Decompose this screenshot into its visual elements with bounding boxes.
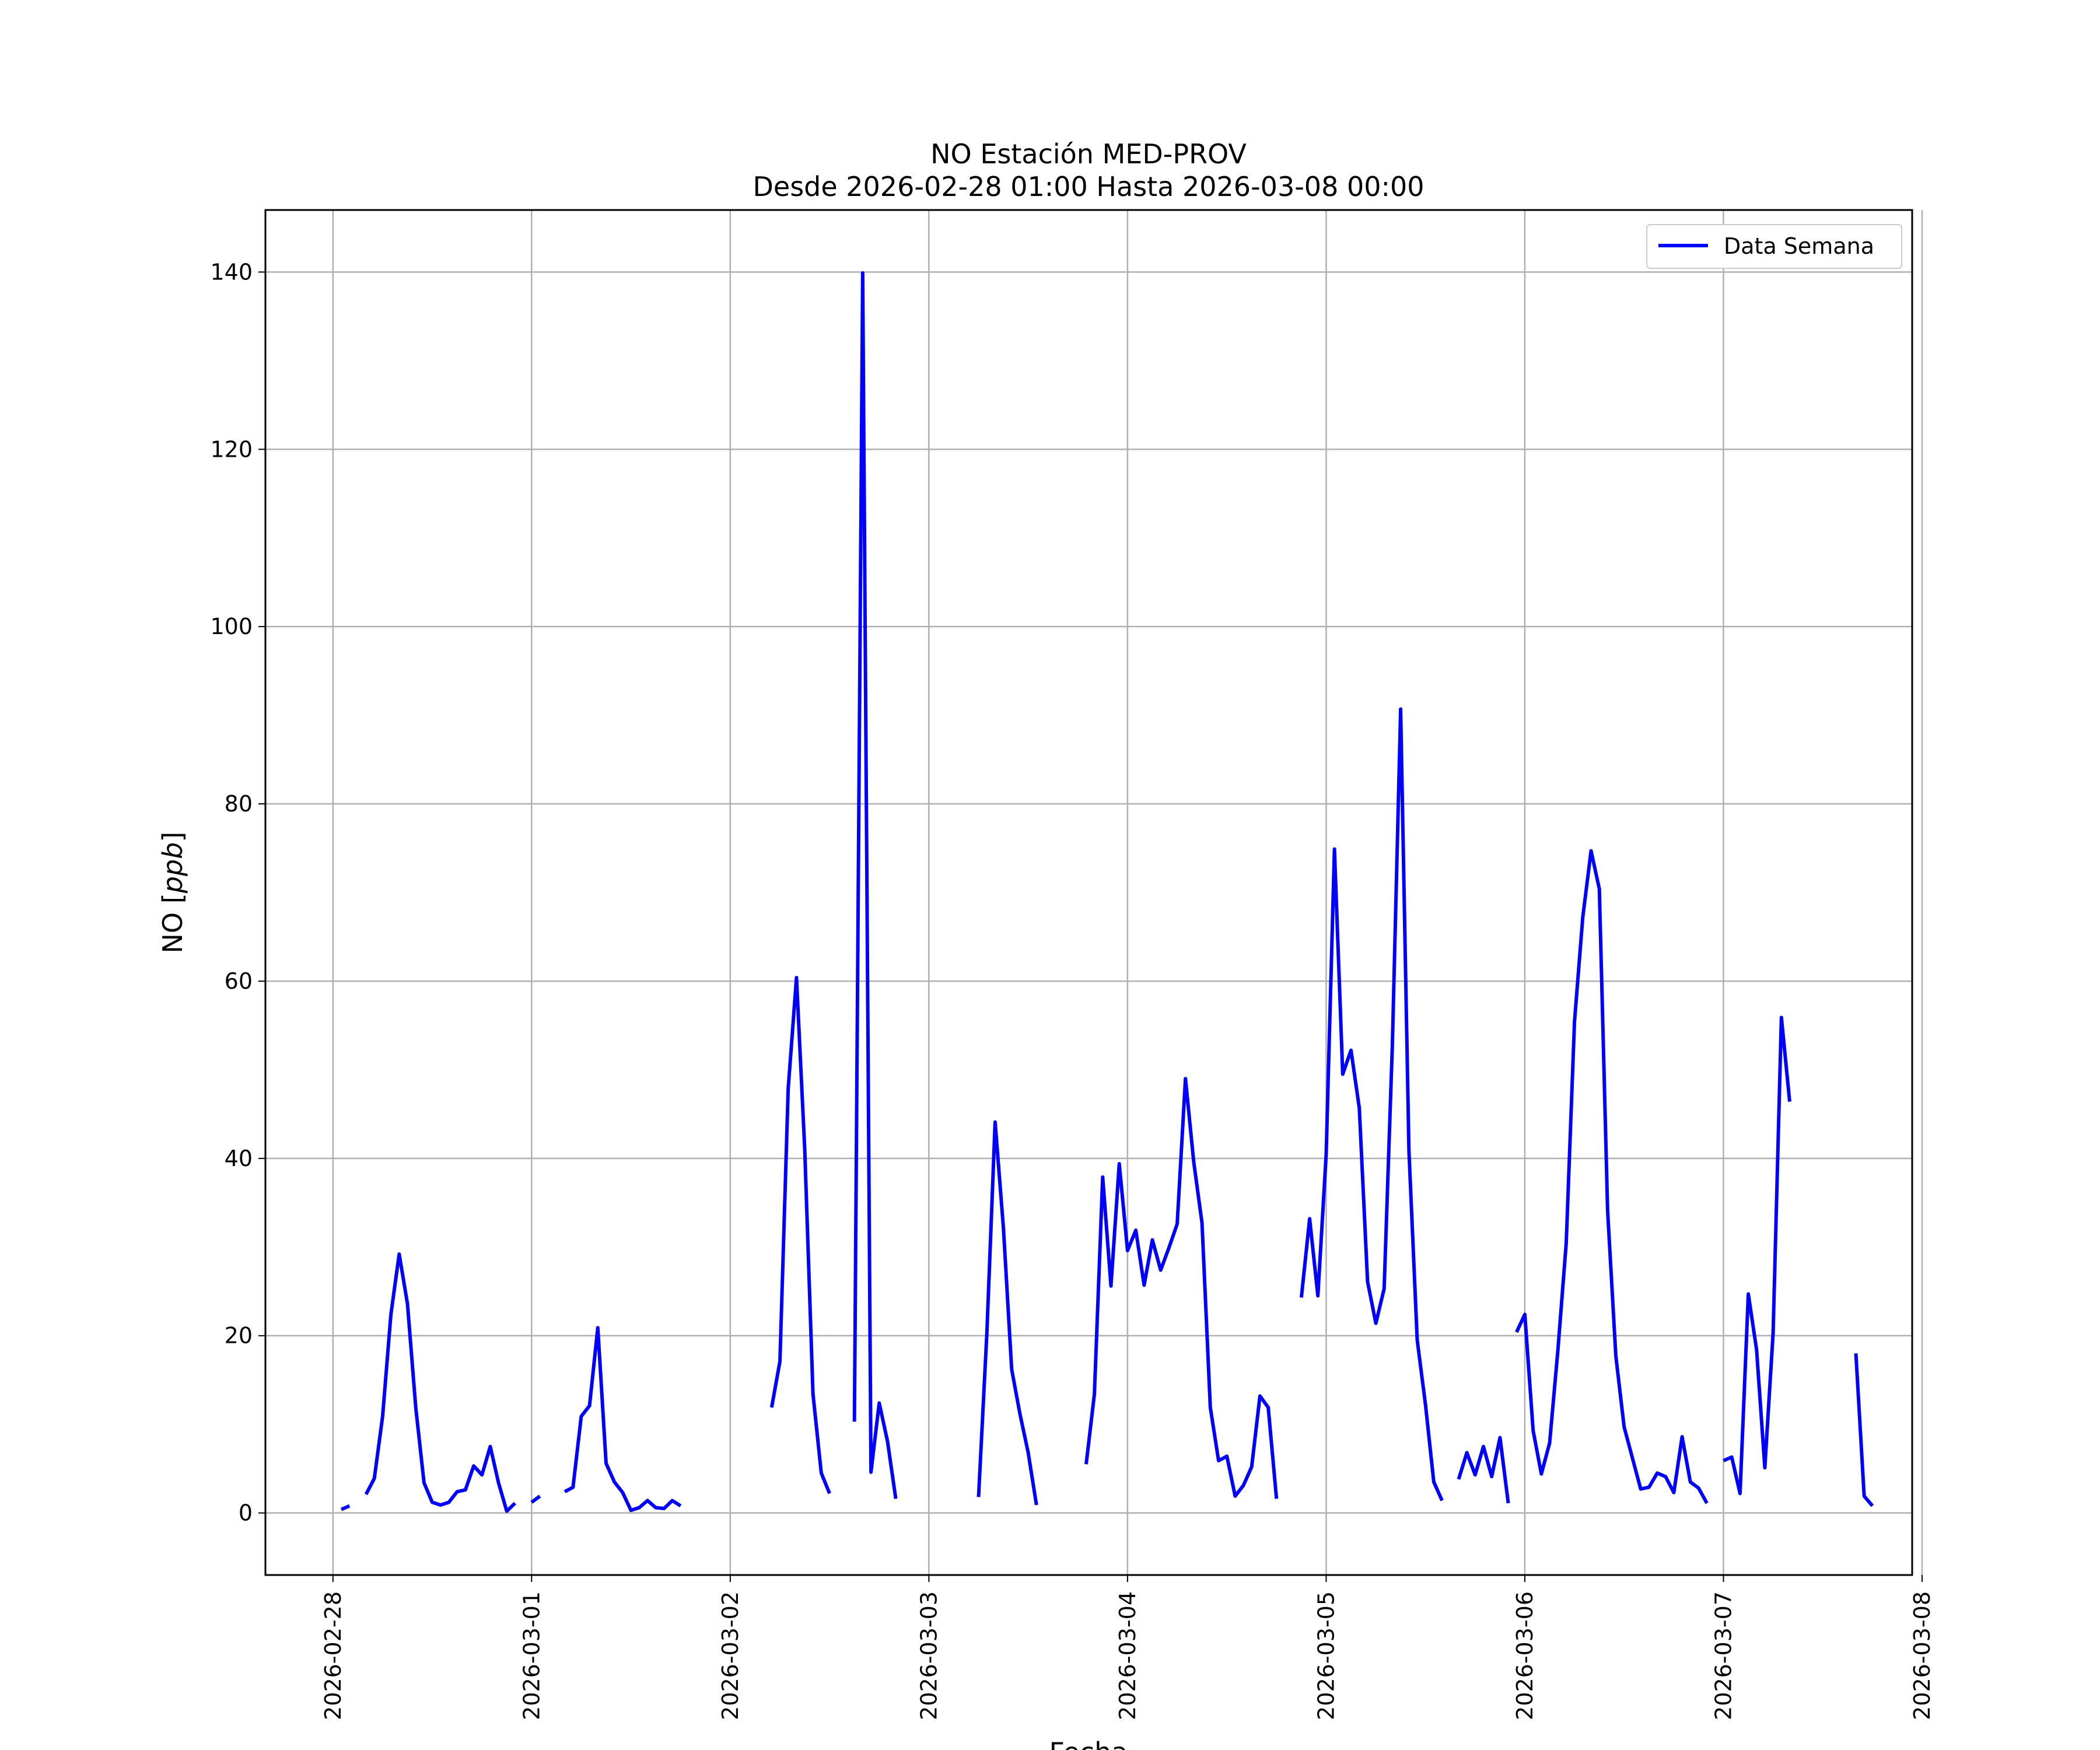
series-line-segment (1854, 1353, 1874, 1507)
y-tick-label: 100 (210, 614, 253, 639)
y-axis-ticks: 0 20 40 60 80 100 120 140 (210, 259, 265, 1526)
series-line-segment (340, 1504, 351, 1511)
x-tick-label: 2026-02-28 (320, 1591, 346, 1720)
y-tick-label: 0 (239, 1500, 253, 1526)
series-line-segment (852, 271, 898, 1499)
y-tick-label: 80 (225, 791, 253, 817)
y-tick-label: 120 (210, 436, 253, 462)
series-line-segment (564, 1326, 682, 1513)
chart-title: NO Estación MED-PROV (930, 138, 1247, 170)
series-line-segment (769, 975, 831, 1494)
legend-box (1646, 224, 1902, 269)
y-tick-label: 60 (225, 968, 253, 994)
x-tick-label: 2026-03-03 (916, 1591, 942, 1720)
x-tick-label: 2026-03-06 (1512, 1591, 1538, 1720)
y-tick-label: 140 (210, 259, 253, 285)
series-line-segment (1084, 1077, 1279, 1499)
chart-subtitle: Desde 2026-02-28 01:00 Hasta 2026-03-08 … (752, 171, 1424, 202)
legend-label: Data Semana (1724, 233, 1874, 259)
series-line-segment (1457, 1436, 1510, 1504)
y-axis-label-suffix: ] (157, 832, 188, 842)
y-axis-label: NO [ppb] (157, 832, 188, 954)
y-axis-label-unit: ppb (157, 842, 188, 894)
series-line-segment (1515, 849, 1709, 1504)
x-tick-label: 2026-03-07 (1710, 1591, 1736, 1720)
plot-area-frame (264, 209, 1913, 1576)
x-tick-label: 2026-03-05 (1313, 1591, 1339, 1720)
x-tick-label: 2026-03-01 (519, 1591, 544, 1720)
plot-lines (340, 271, 1874, 1513)
series-line-segment (1723, 1016, 1791, 1496)
series-line-segment (530, 1494, 541, 1504)
series-line-segment (977, 1120, 1038, 1506)
y-axis-label-prefix: NO [ (157, 893, 188, 953)
x-axis-ticks: 2026-02-28 2026-03-01 2026-03-02 2026-03-03… (320, 1575, 1935, 1720)
x-tick-label: 2026-03-08 (1909, 1591, 1935, 1720)
y-tick-label: 20 (225, 1323, 253, 1349)
x-axis-label: Fecha (1049, 1737, 1128, 1750)
x-tick-label: 2026-03-02 (718, 1591, 743, 1720)
grid (265, 210, 1923, 1575)
series-line-segment (364, 1252, 516, 1513)
x-tick-label: 2026-03-04 (1115, 1591, 1140, 1720)
y-tick-label: 40 (225, 1146, 253, 1171)
legend: Data Semana (1646, 224, 1902, 269)
series-line-segment (1299, 707, 1444, 1502)
